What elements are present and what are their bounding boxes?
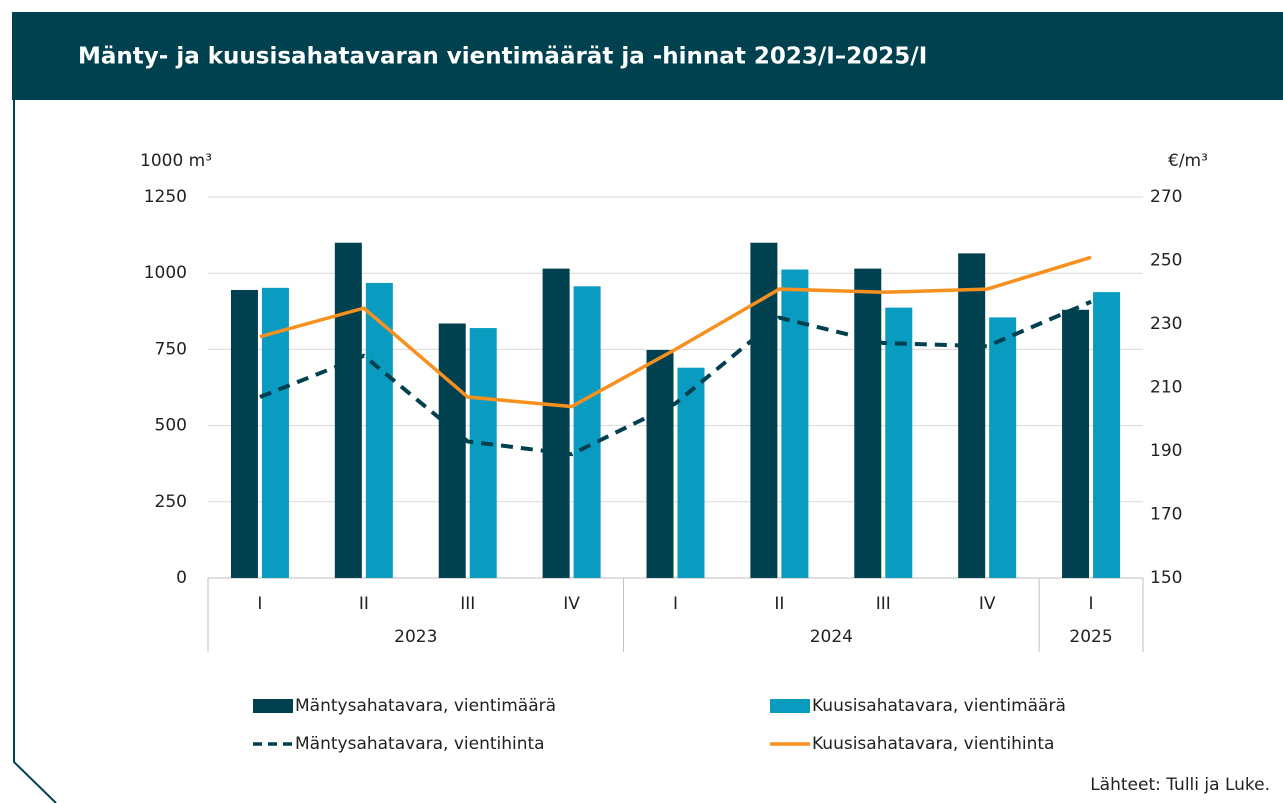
x-tick-label: III	[876, 594, 891, 614]
y2-tick-label: 150	[1150, 568, 1182, 588]
x-group-label: 2023	[394, 627, 437, 647]
legend-swatch	[770, 699, 810, 713]
legend-label: Mäntysahatavara, vientihinta	[295, 734, 545, 754]
bar	[438, 323, 466, 578]
x-tick-label: IV	[563, 594, 580, 614]
bar	[989, 317, 1017, 578]
legend-label: Kuusisahatavara, vientimäärä	[812, 696, 1066, 716]
y-tick-label: 1250	[144, 187, 187, 207]
y-tick-label: 250	[155, 492, 187, 512]
x-group-label: 2025	[1069, 627, 1112, 647]
legend-swatch	[253, 699, 293, 713]
y2-tick-label: 250	[1150, 251, 1182, 271]
y2-tick-label: 170	[1150, 505, 1182, 525]
y2-tick-label: 230	[1150, 314, 1182, 334]
y-tick-label: 1000	[144, 263, 187, 283]
y-tick-label: 500	[155, 416, 187, 436]
y2-axis-label: €/m³	[1168, 151, 1208, 171]
x-group-label: 2024	[810, 627, 853, 647]
y-tick-label: 0	[176, 568, 187, 588]
line-series	[259, 255, 1092, 409]
bar	[646, 350, 674, 578]
bar	[1093, 292, 1121, 578]
x-tick-label: II	[359, 594, 369, 614]
bar	[854, 268, 882, 578]
bar	[334, 242, 362, 578]
x-tick-label: I	[673, 594, 678, 614]
bar	[781, 269, 809, 578]
x-tick-label: I	[257, 594, 262, 614]
y-axis-label: 1000 m³	[140, 151, 212, 171]
bar	[469, 328, 497, 578]
bar	[365, 282, 393, 578]
source: Lähteet: Tulli ja Luke.	[1090, 775, 1270, 795]
y-tick-label: 750	[155, 339, 187, 359]
bar	[958, 253, 986, 578]
frame-line	[13, 100, 57, 803]
x-tick-label: II	[774, 594, 784, 614]
line-series	[259, 299, 1092, 457]
legend-label: Kuusisahatavara, vientihinta	[812, 734, 1054, 754]
bar	[542, 268, 570, 578]
bar	[677, 367, 705, 578]
y2-tick-label: 270	[1150, 187, 1182, 207]
chart-title: Mänty- ja kuusisahatavaran vientimäärät …	[78, 44, 927, 70]
y2-tick-label: 190	[1150, 441, 1182, 461]
x-tick-label: I	[1089, 594, 1094, 614]
legend-label: Mäntysahatavara, vientimäärä	[295, 696, 556, 716]
bar	[885, 307, 913, 578]
bar	[573, 286, 601, 578]
x-tick-label: III	[460, 594, 475, 614]
bar	[1062, 309, 1090, 578]
x-tick-label: IV	[979, 594, 996, 614]
bar	[230, 289, 258, 578]
y2-tick-label: 210	[1150, 378, 1182, 398]
header-band	[12, 12, 1283, 100]
